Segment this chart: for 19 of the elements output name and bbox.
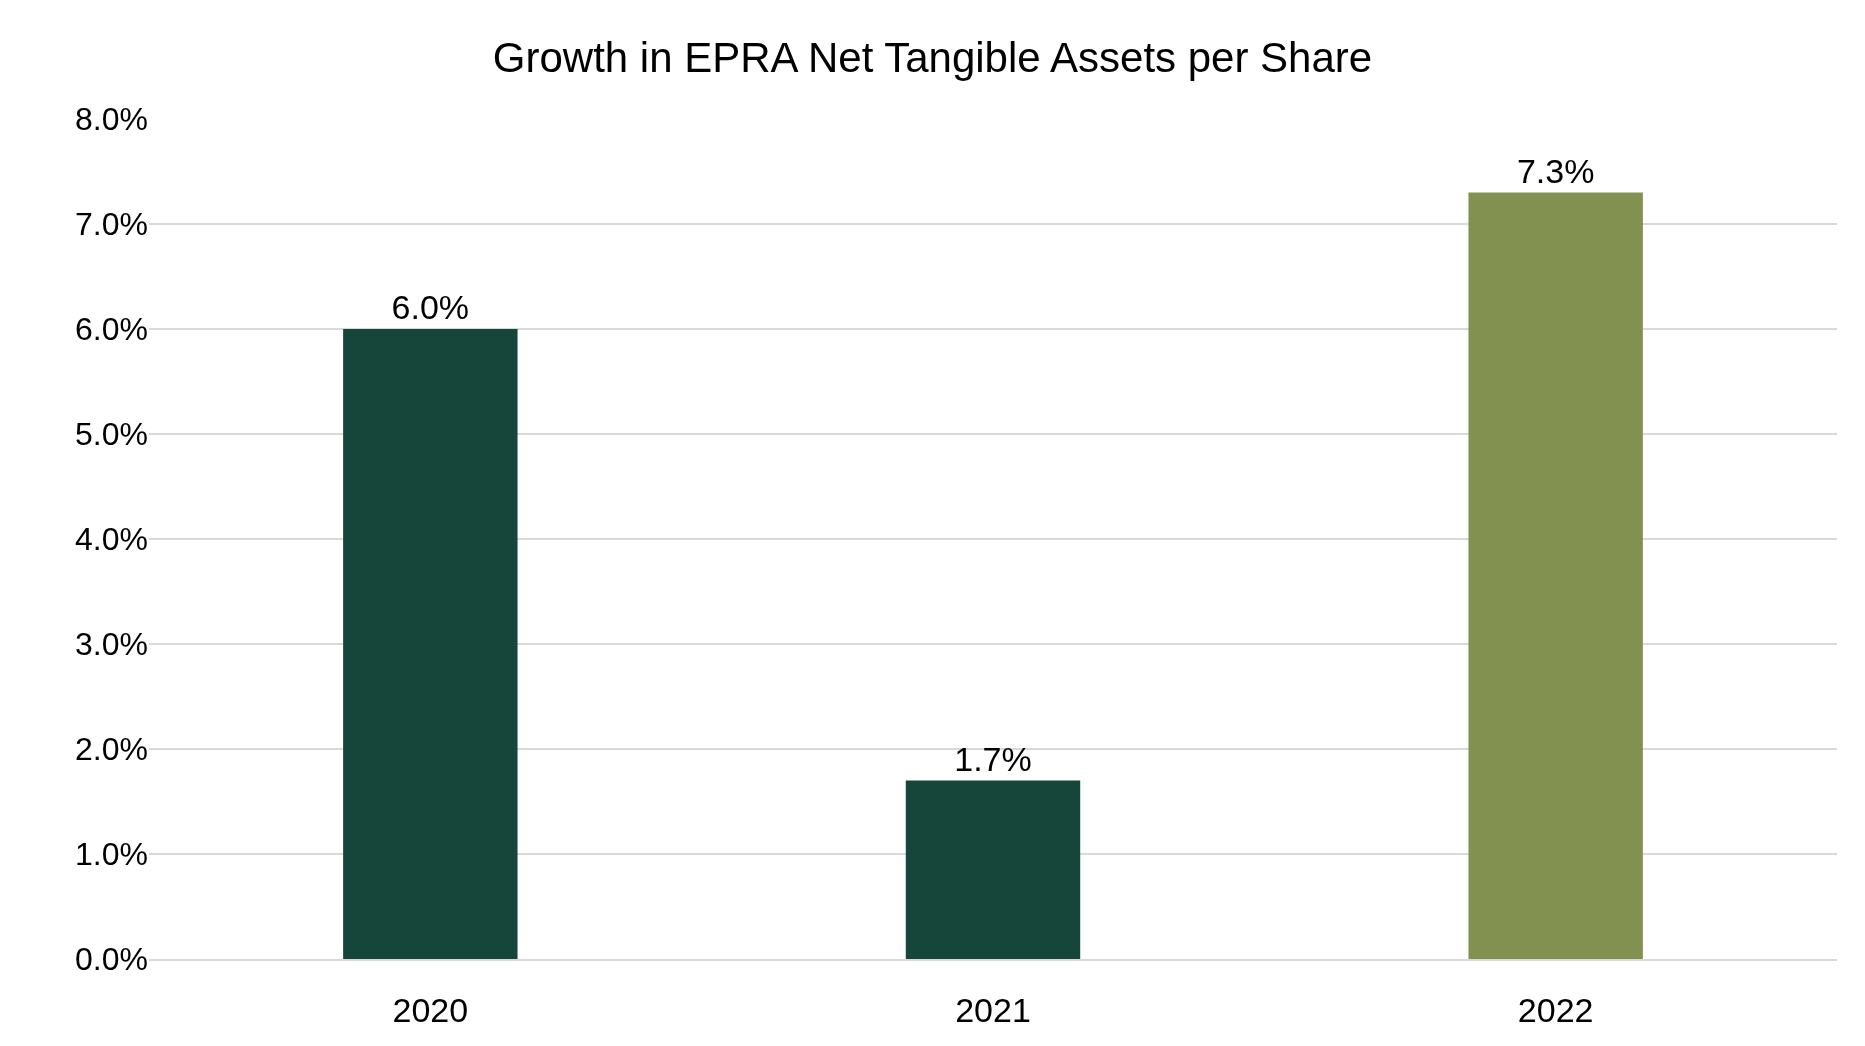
- y-tick-label: 6.0%: [75, 311, 148, 348]
- y-tick-label: 4.0%: [75, 521, 148, 558]
- x-tick-label: 2020: [392, 990, 469, 1029]
- chart-title: Growth in EPRA Net Tangible Assets per Share: [492, 34, 1373, 82]
- x-tick-label: 2022: [1517, 990, 1594, 1029]
- bar: [1468, 192, 1643, 959]
- x-tick-label: 2021: [955, 990, 1031, 1029]
- bar: [905, 780, 1081, 959]
- data-label: 7.3%: [1516, 151, 1595, 190]
- y-tick-label: 1.0%: [75, 836, 148, 873]
- y-tick-label: 8.0%: [75, 101, 148, 138]
- y-tick-label: 2.0%: [75, 731, 148, 768]
- data-label: 1.7%: [954, 739, 1032, 778]
- data-label: 6.0%: [391, 288, 470, 326]
- y-tick-label: 7.0%: [75, 206, 148, 243]
- y-tick-label: 3.0%: [75, 626, 148, 663]
- bar: [343, 329, 518, 959]
- y-tick-label: 0.0%: [75, 941, 148, 978]
- y-tick-label: 5.0%: [75, 416, 148, 453]
